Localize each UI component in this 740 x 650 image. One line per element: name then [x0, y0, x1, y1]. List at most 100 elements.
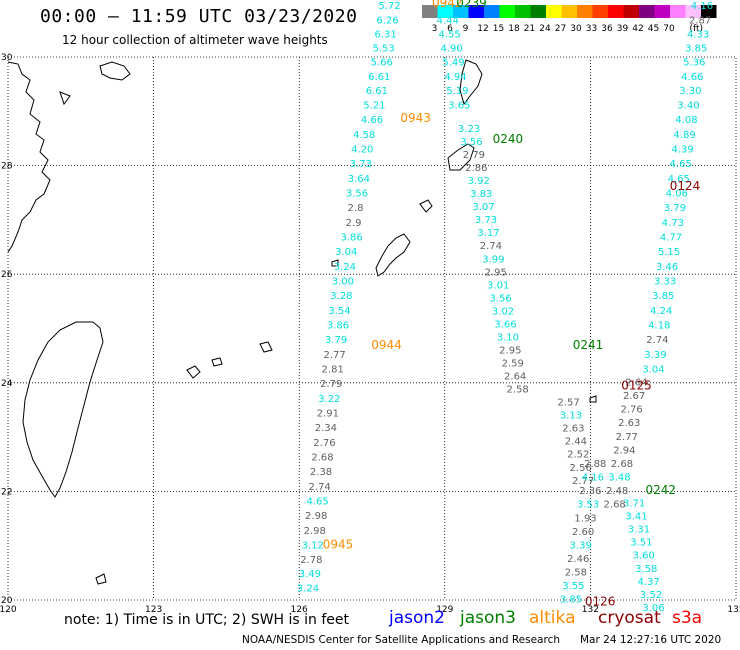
- wave-height-value: 2.68: [611, 459, 633, 470]
- wave-height-value: 2.44: [565, 437, 587, 448]
- kyushu-coast: [459, 59, 483, 106]
- track-0125: 2.76 2.63 2.77 2.94 2.68 3.48 2.48 2.68 0125: [604, 378, 652, 510]
- coastline: [7, 59, 597, 585]
- track-0126: 2.88 4.16 2.36 3.53 1.93 2.60 3.39 2.46 2.58 3.55…: [560, 459, 616, 608]
- wave-height-value: 2.91: [317, 408, 339, 419]
- wave-height-value: 2.74: [308, 482, 330, 493]
- wave-height-value: 3.92: [468, 176, 490, 187]
- wave-height-value: 2.56: [570, 463, 592, 474]
- wave-height-value: 1.93: [574, 513, 596, 524]
- wave-height-value: 4.66: [361, 115, 383, 126]
- wave-height-value: 6.31: [374, 29, 396, 40]
- wave-height-value: 3.56: [346, 189, 368, 200]
- legend-swatch: [422, 5, 438, 18]
- lat-tick-label: 20: [1, 596, 13, 606]
- wave-height-value: 4.06: [666, 189, 688, 200]
- legend-swatch: [639, 5, 655, 18]
- wave-height-value: 2.8: [348, 203, 364, 214]
- legend-label: 24: [539, 24, 551, 34]
- wave-height-value: 3.07: [472, 202, 494, 213]
- wave-height-value: 3.02: [492, 306, 514, 317]
- wave-height-value: 2.68: [604, 500, 626, 511]
- wave-height-value: 5.15: [658, 247, 680, 258]
- wave-height-value: 2.74: [646, 335, 668, 346]
- wave-height-value: 3.79: [664, 203, 686, 214]
- wave-height-value: 6.61: [366, 86, 388, 97]
- okinawa-island: [375, 233, 411, 277]
- wave-height-value: 3.41: [625, 512, 647, 523]
- wave-height-value: 3.00: [332, 277, 354, 288]
- wave-height-value: 2.36: [579, 486, 601, 497]
- map-grid: [8, 57, 736, 600]
- pass-label: 0944: [371, 338, 402, 352]
- wave-height-value: 3.85: [652, 291, 674, 302]
- wave-height-value: 3.12: [302, 540, 324, 551]
- wave-height-value: 3.17: [477, 228, 499, 239]
- wave-height-value: 3.51: [630, 538, 652, 549]
- track-0942: 0942: [432, 0, 463, 10]
- wave-height-value: 2.79: [320, 379, 342, 390]
- legend-swatch: [685, 5, 701, 18]
- wave-height-value: 2.9: [346, 218, 362, 229]
- wave-height-value: 4.18: [648, 321, 670, 332]
- legend-label: 21: [524, 24, 535, 34]
- wave-height-value: 2.77: [572, 476, 594, 487]
- legend-swatch: [453, 5, 469, 18]
- lat-tick-label: 26: [1, 270, 13, 280]
- small-island: [211, 357, 223, 367]
- wave-height-value: 3.04: [642, 364, 664, 375]
- wave-height-value: 6.26: [376, 15, 398, 26]
- legend-swatch: [592, 5, 608, 18]
- satellite-s3a: s3a: [672, 608, 703, 628]
- legend-swatch: [701, 5, 717, 18]
- miyako-island: [186, 365, 201, 379]
- wave-height-value: 3.10: [497, 332, 519, 343]
- wave-height-value: 3.99: [482, 254, 504, 265]
- wave-height-value: 2.48: [606, 486, 628, 497]
- wave-height-value: 3.73: [475, 215, 497, 226]
- wave-height-value: 4.65: [668, 174, 690, 185]
- wave-height-value: 4.55: [439, 29, 461, 40]
- wave-height-value: 3.71: [623, 499, 645, 510]
- pass-label: 0240: [493, 132, 524, 146]
- legend-label: 18: [508, 24, 520, 34]
- wave-height-value: 3.53: [577, 500, 599, 511]
- wave-height-value: 2.95: [485, 267, 507, 278]
- tanegashima-island: [447, 143, 475, 171]
- legend-swatch: [530, 5, 546, 18]
- lon-tick-label: 120: [0, 605, 17, 615]
- satellite-cryosat: cryosat: [598, 608, 661, 628]
- color-legend: 3 6 9 12 15 18 21 24 27 30 33 36 39 42 45 70 (ft): [422, 5, 717, 34]
- legend-label: 12: [477, 24, 488, 34]
- wave-height-value: 2.60: [572, 527, 594, 538]
- small-island: [95, 573, 107, 585]
- pass-label: 0945: [323, 537, 354, 551]
- wave-height-value: 3.23: [458, 124, 480, 135]
- lon-tick-label: 132: [582, 605, 599, 615]
- lon-tick-label: 126: [291, 605, 308, 615]
- wave-height-value: 4.94: [444, 72, 466, 83]
- wave-height-value: 3.66: [494, 319, 516, 330]
- wave-height-value: 4.44: [437, 15, 459, 26]
- wave-height-value: 3.64: [348, 174, 370, 185]
- legend-swatch: [608, 5, 624, 18]
- legend-label: 9: [463, 24, 469, 34]
- lon-tick-label: 123: [145, 605, 162, 615]
- legend-label: 42: [632, 24, 643, 34]
- map-frame: [7, 56, 737, 601]
- wave-height-value: 3.56: [460, 137, 482, 148]
- wave-height-value: 2.63: [618, 418, 640, 429]
- wave-height-value: 4.37: [638, 577, 660, 588]
- wave-height-value: 2.94: [613, 445, 635, 456]
- wave-height-value: 3.86: [327, 321, 349, 332]
- wave-height-value: 3.33: [654, 277, 676, 288]
- wave-height-value: 2.79: [463, 150, 485, 161]
- wave-height-value: 3.39: [570, 540, 592, 551]
- wave-height-value: 4.65: [307, 496, 329, 507]
- wave-height-value: 4.89: [673, 130, 695, 141]
- legend-label: 33: [586, 24, 597, 34]
- small-island: [331, 259, 339, 267]
- wave-height-value: 3.39: [644, 350, 666, 361]
- wave-height-value: 2.77: [323, 350, 345, 361]
